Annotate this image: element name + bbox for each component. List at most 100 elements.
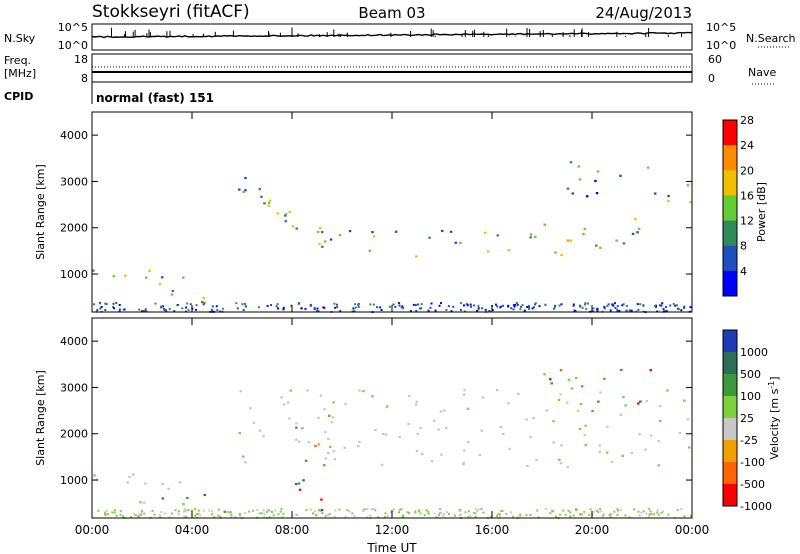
echo-cell: [558, 304, 561, 307]
velocity-colorbar: 1000 500 100 25 -25 -100 -500 -1000: [722, 329, 772, 513]
echo-cell: [134, 514, 137, 517]
echo-cell: [181, 307, 184, 310]
echo-cell: [265, 511, 268, 513]
echo-cell: [644, 448, 647, 451]
echo-cell: [197, 509, 200, 512]
echo-cell: [418, 307, 421, 310]
echo-cell: [427, 309, 430, 312]
echo-cell: [183, 515, 186, 518]
echo-cell: [656, 511, 659, 514]
echo-cell: [104, 511, 107, 514]
echo-cell: [499, 305, 502, 308]
colorbar-frame: [722, 119, 738, 297]
colorbar-tick-label: 12: [740, 215, 754, 228]
echo-cell: [414, 511, 417, 514]
echo-cell: [529, 514, 532, 516]
echo-cell: [329, 238, 333, 241]
echo-cell: [234, 516, 237, 518]
echo-cell: [249, 407, 252, 410]
echo-cell: [226, 510, 229, 513]
echo-cell: [295, 482, 298, 486]
echo-cell: [211, 510, 214, 513]
echo-cell: [640, 511, 643, 514]
echo-cell: [609, 515, 612, 518]
echo-cell: [488, 310, 491, 313]
colorbar-swatch: [723, 145, 737, 171]
echo-cell: [605, 451, 609, 454]
echo-cell: [595, 244, 598, 247]
echo-cell: [566, 401, 569, 404]
echo-cell: [324, 515, 327, 518]
echo-cell: [388, 305, 391, 308]
echo-cell: [598, 444, 602, 447]
colorbar-tick-label: -500: [740, 478, 765, 491]
echo-cell: [549, 378, 552, 381]
echo-cell: [414, 304, 417, 307]
echo-cell: [618, 310, 621, 312]
echo-cell: [496, 389, 499, 392]
echo-cell: [344, 515, 347, 518]
echo-cell: [507, 305, 510, 308]
echo-cell: [327, 452, 330, 455]
echo-cell: [119, 513, 122, 516]
echo-cell: [353, 515, 356, 518]
colorbar-swatch: [723, 374, 737, 397]
echo-cell: [585, 307, 588, 310]
echo-cell: [107, 513, 109, 516]
echo-cell: [599, 508, 602, 511]
echo-cell: [491, 309, 494, 311]
echo-cell: [543, 223, 546, 226]
colorbar-tick-label: 24: [740, 139, 754, 152]
echo-cell: [307, 441, 310, 444]
nave-tick-bottom: 0: [708, 72, 715, 85]
echo-cell: [328, 414, 331, 417]
echo-cell: [521, 304, 524, 307]
echo-cell: [462, 393, 466, 396]
echo-cell: [161, 497, 165, 500]
echo-cell: [317, 416, 320, 419]
echo-cell: [263, 516, 266, 519]
echo-cell: [519, 513, 522, 516]
echo-cell: [369, 514, 372, 517]
velocity-echo-cells: [93, 368, 692, 520]
echo-cell: [118, 308, 121, 311]
echo-cell: [348, 230, 352, 233]
echo-cell: [588, 513, 591, 516]
echo-cell: [534, 303, 537, 306]
echo-cell: [194, 514, 197, 517]
echo-cell: [585, 195, 589, 198]
colorbar-swatch: [723, 270, 737, 297]
echo-cell: [657, 440, 660, 443]
echo-cell: [312, 512, 314, 515]
echo-cell: [177, 513, 180, 516]
echo-cell: [271, 511, 273, 513]
echo-cell: [281, 515, 284, 518]
echo-cell: [634, 218, 637, 221]
echo-cell: [665, 306, 667, 308]
echo-cell: [566, 187, 570, 190]
colorbar-swatch: [723, 170, 737, 196]
echo-cell: [596, 170, 600, 173]
echo-cell: [289, 389, 292, 392]
power-xaxis-ticks: [91, 112, 693, 312]
echo-cell: [610, 460, 614, 463]
echo-cell: [357, 305, 360, 308]
echo-cell: [354, 303, 357, 306]
echo-cell: [301, 427, 304, 430]
echo-cell: [276, 212, 280, 215]
echo-cell: [606, 304, 609, 307]
echo-cell: [608, 513, 611, 516]
echo-cell: [295, 426, 298, 429]
power-colorbar: 4 8 12 16 20 24 28: [722, 114, 754, 297]
echo-cell: [282, 306, 285, 309]
nsky-label: N.Sky: [4, 32, 36, 45]
echo-cell: [584, 424, 587, 427]
echo-cell: [558, 458, 561, 461]
echo-cell: [105, 509, 108, 512]
echo-cell: [454, 514, 457, 517]
echo-cell: [338, 234, 342, 237]
echo-cell: [202, 303, 205, 306]
echo-cell: [324, 457, 328, 460]
echo-cell: [466, 407, 470, 410]
echo-cell: [196, 513, 199, 516]
